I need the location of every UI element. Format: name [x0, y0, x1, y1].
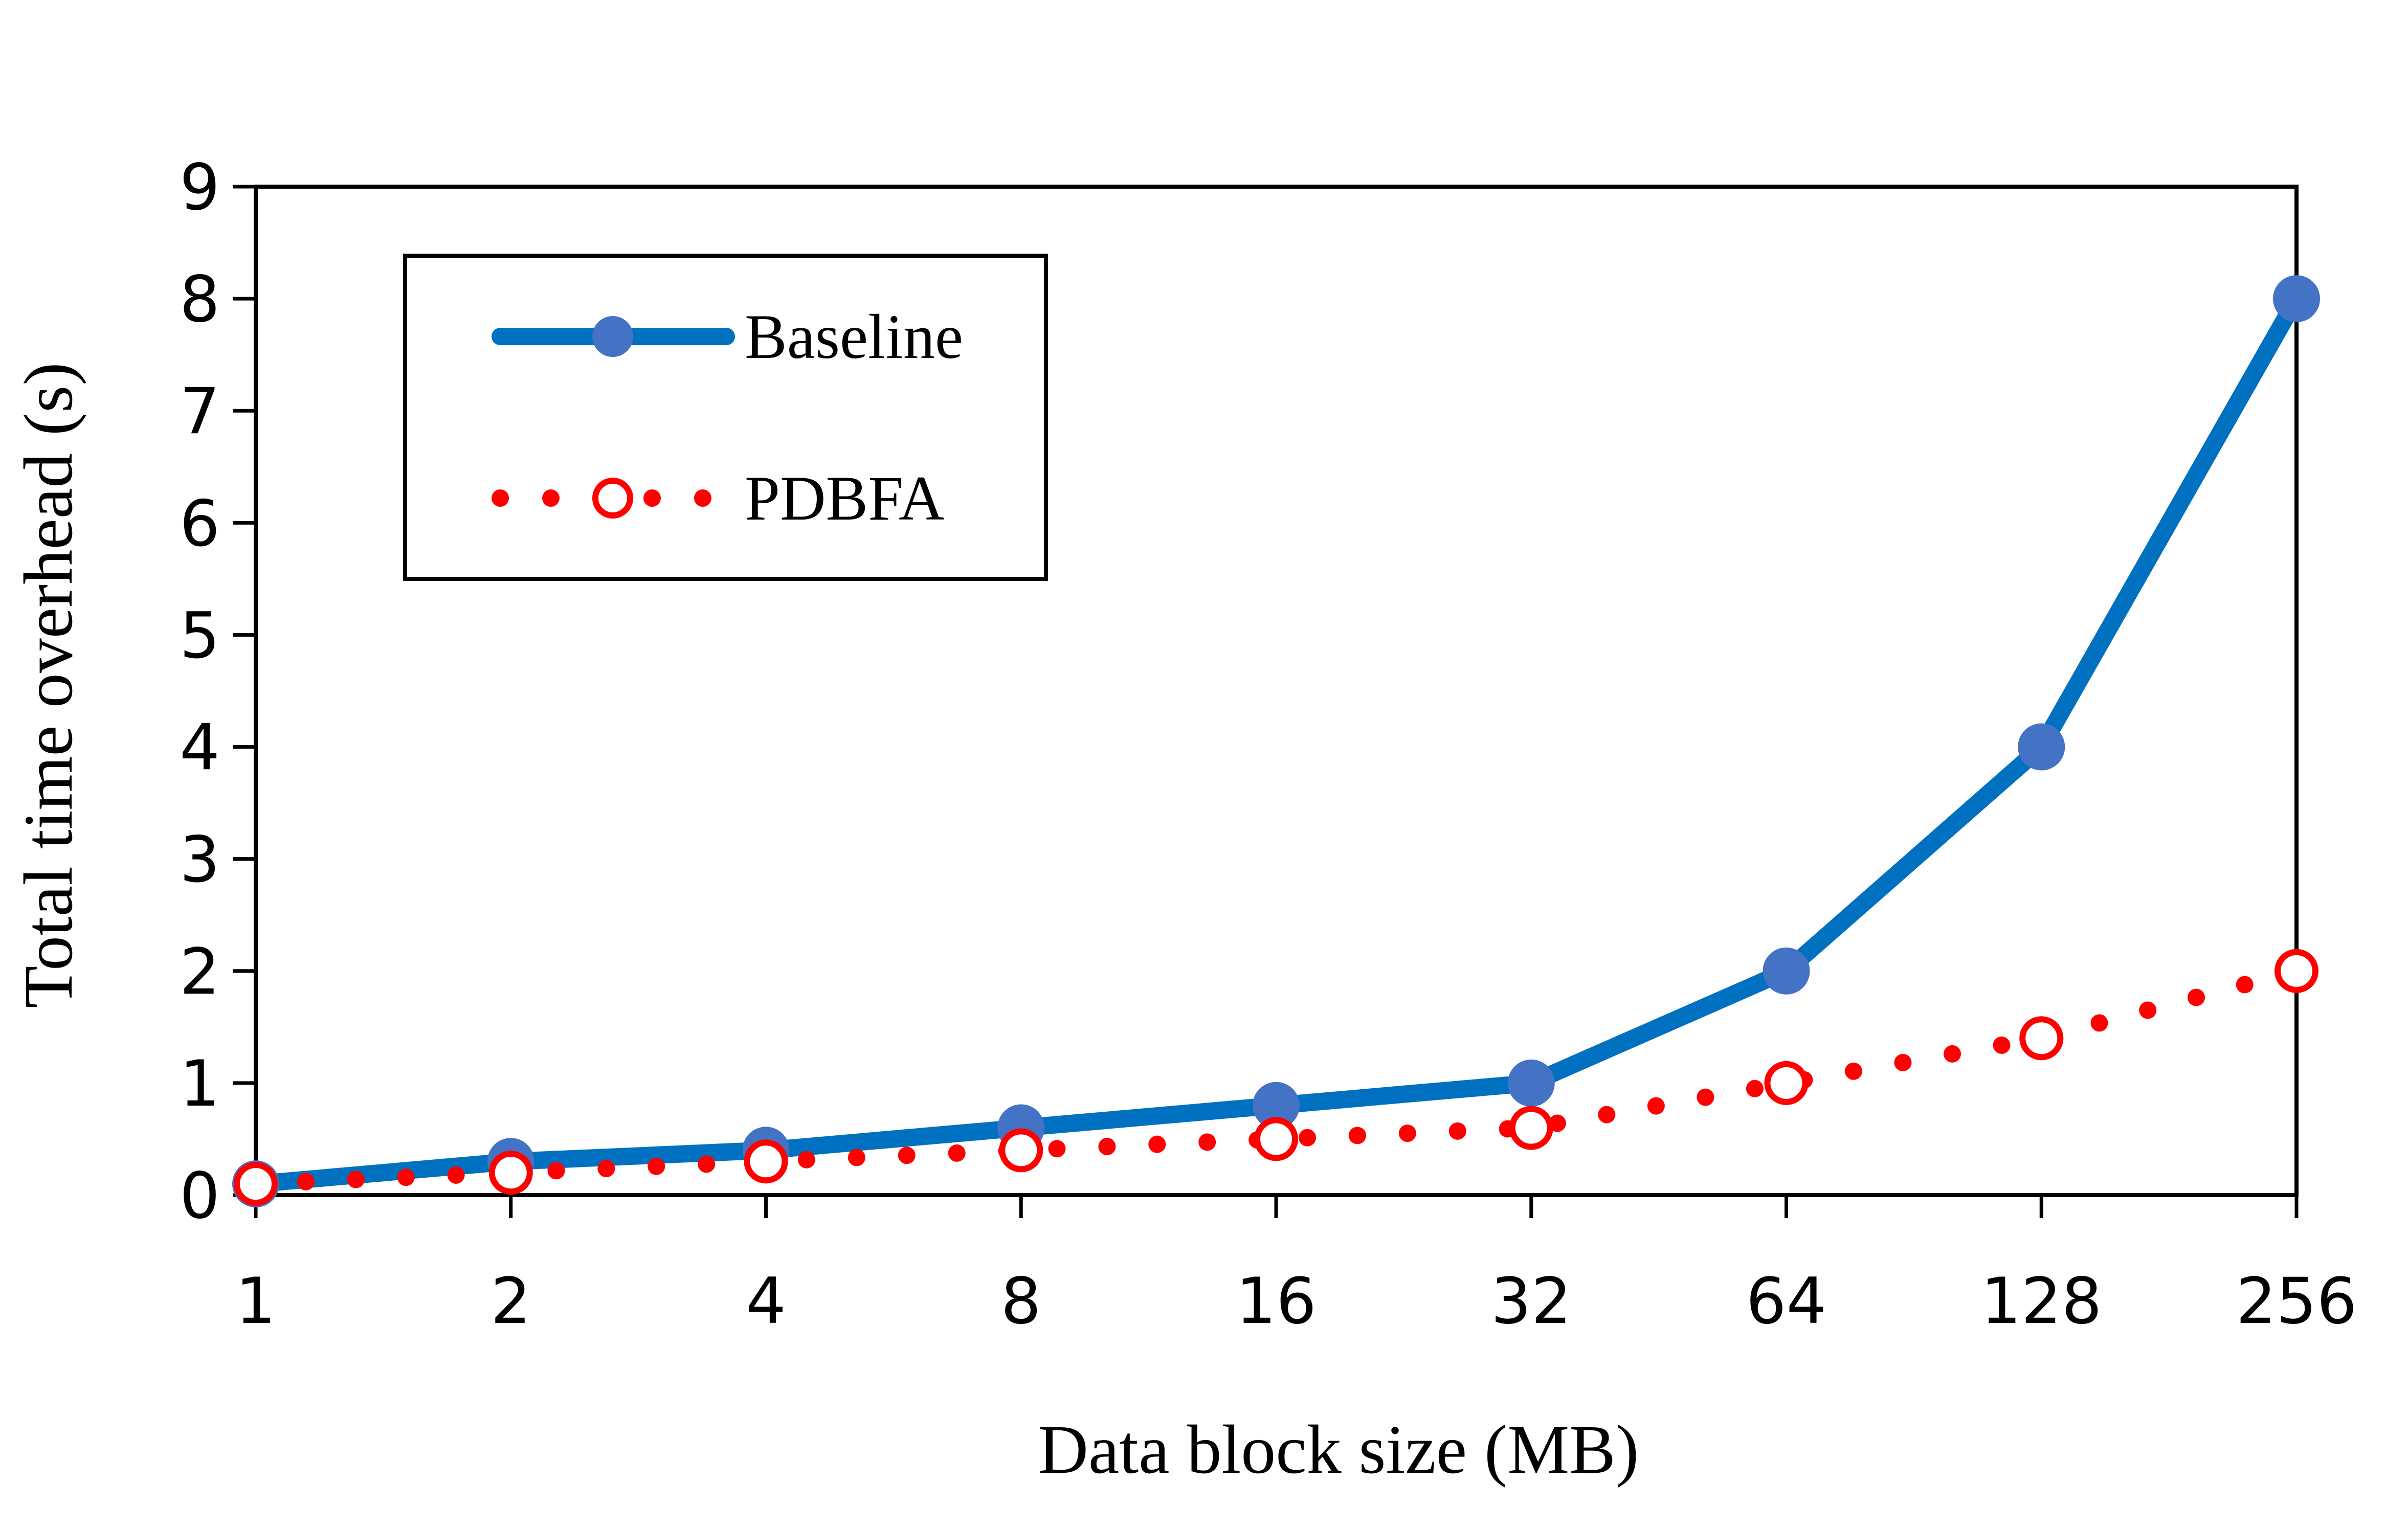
- data-point-pdbfa: [2019, 1016, 2064, 1061]
- y-tick-label: 6: [180, 487, 220, 560]
- data-point-baseline: [2018, 723, 2065, 771]
- data-point-baseline: [1507, 1059, 1555, 1107]
- legend-swatch-pdbfa-marker: [592, 478, 633, 519]
- legend-label-baseline: Baseline: [745, 302, 963, 372]
- data-point-baseline: [1763, 947, 1810, 995]
- legend-box: [403, 254, 1048, 581]
- x-tick-label: 8: [1001, 1265, 1041, 1338]
- data-point-baseline: [2273, 275, 2320, 323]
- x-tick-label: 4: [746, 1265, 786, 1338]
- legend-label-pdbfa: PDBFA: [745, 463, 945, 533]
- x-tick-label: 64: [1746, 1265, 1827, 1338]
- x-tick-label: 32: [1491, 1265, 1572, 1338]
- y-tick-label: 8: [180, 263, 220, 336]
- y-tick-label: 3: [180, 823, 220, 897]
- legend-item-pdbfa: PDBFA: [492, 463, 945, 533]
- legend-item-baseline: Baseline: [492, 302, 963, 372]
- y-tick-label: 0: [180, 1159, 220, 1233]
- y-axis-title: Total time overhead (s): [10, 362, 87, 1008]
- data-point-pdbfa: [1764, 1061, 1809, 1105]
- x-tick-label: 1: [236, 1265, 276, 1338]
- legend-swatch-baseline-marker: [592, 316, 633, 357]
- data-point-pdbfa: [488, 1151, 533, 1195]
- data-point-pdbfa: [1254, 1117, 1298, 1161]
- data-point-pdbfa: [744, 1139, 788, 1184]
- x-tick-label: 2: [490, 1265, 531, 1338]
- y-tick-label: 5: [180, 599, 220, 672]
- x-tick-label: 128: [1981, 1265, 2102, 1338]
- y-tick-label: 2: [180, 935, 220, 1009]
- y-tick-label: 9: [180, 151, 220, 224]
- series-line-pdbfa: [247, 962, 2305, 1193]
- y-tick-label: 1: [180, 1047, 220, 1121]
- data-point-pdbfa: [999, 1128, 1043, 1173]
- data-point-pdbfa: [234, 1162, 278, 1206]
- y-tick-label: 7: [180, 375, 220, 448]
- legend: Baseline PDBFA: [403, 254, 1048, 581]
- data-point-pdbfa: [2275, 949, 2318, 993]
- data-point-pdbfa: [1509, 1106, 1553, 1150]
- x-axis-title: Data block size (MB): [1038, 1411, 1639, 1488]
- x-tick-label: 256: [2236, 1265, 2357, 1338]
- y-tick-label: 4: [180, 711, 220, 785]
- series-layer: [232, 275, 2320, 1208]
- data-point-baseline: [1253, 1082, 1300, 1129]
- x-tick-label: 16: [1236, 1265, 1317, 1338]
